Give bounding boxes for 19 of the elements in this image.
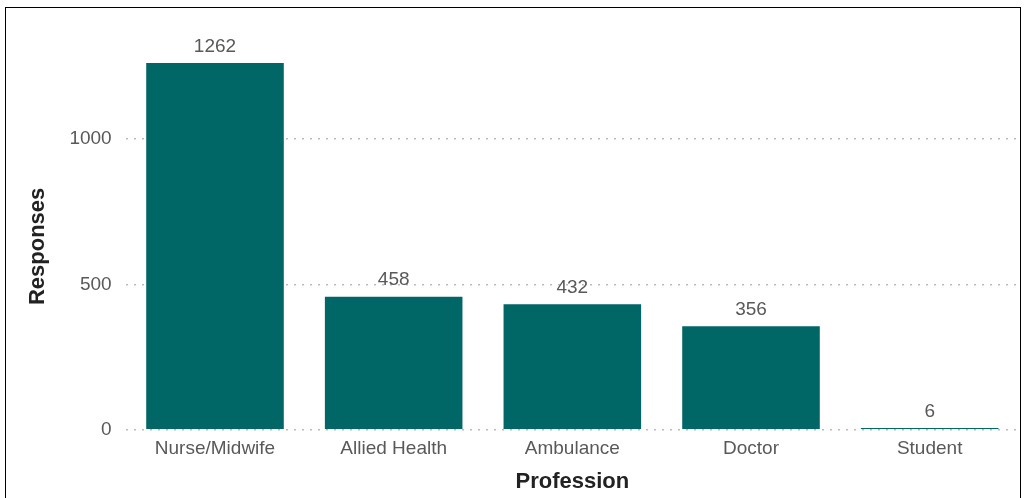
y-tick-label: 500 <box>79 272 112 294</box>
bar <box>682 326 820 430</box>
bar <box>146 63 284 430</box>
x-tick-label: Nurse/Midwife <box>154 437 276 459</box>
x-tick-label: Ambulance <box>524 437 620 459</box>
x-tick-label: Student <box>896 437 964 459</box>
bar <box>324 296 463 430</box>
y-axis-title: Responses <box>24 187 50 306</box>
bar <box>503 304 642 430</box>
data-label: 356 <box>735 298 767 320</box>
data-label: 432 <box>556 275 589 297</box>
x-tick-label: Doctor <box>723 437 780 459</box>
data-label: 6 <box>924 399 935 421</box>
data-label: 458 <box>377 268 410 290</box>
data-label: 1262 <box>193 34 237 56</box>
x-axis-title: Profession <box>515 467 630 493</box>
y-tick-label: 0 <box>101 418 112 440</box>
x-tick-label: Allied Health <box>340 437 447 459</box>
y-tick-label: 1000 <box>69 127 112 149</box>
